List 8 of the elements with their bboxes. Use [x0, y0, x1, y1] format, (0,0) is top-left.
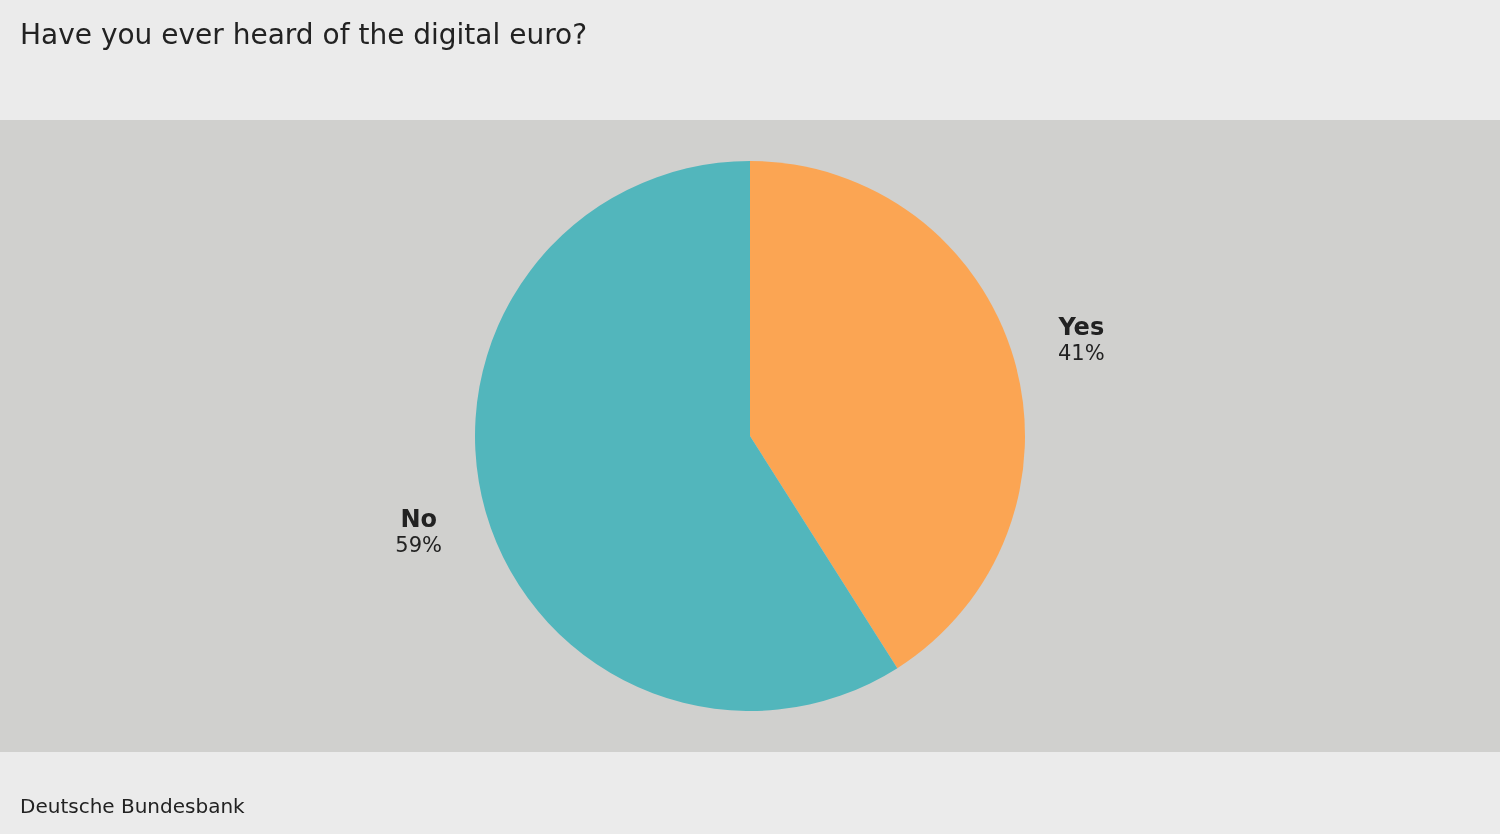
- data-label: 41%: [1057, 340, 1105, 365]
- pie-slice: [475, 161, 898, 711]
- slice-label: No: [400, 505, 437, 534]
- slice-label: Yes: [1057, 312, 1105, 341]
- pie-slice: [750, 161, 1025, 669]
- chart-title: Have you ever heard of the digital euro?: [20, 18, 588, 51]
- data-label: 59%: [395, 533, 443, 558]
- text: Deutsche Bundesbank: [20, 794, 246, 818]
